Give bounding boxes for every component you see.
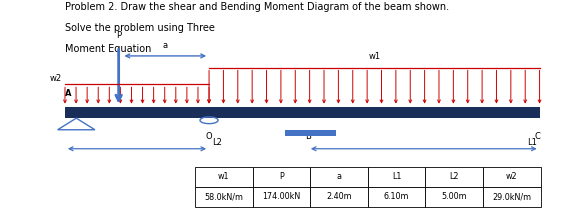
Bar bbox=[483, 187, 541, 207]
Bar bbox=[285, 130, 336, 136]
Bar bbox=[483, 167, 541, 187]
Text: 5.00m: 5.00m bbox=[441, 192, 467, 201]
Text: L2: L2 bbox=[450, 172, 459, 181]
Text: P: P bbox=[116, 31, 121, 40]
Bar bbox=[195, 167, 253, 187]
Text: L1: L1 bbox=[527, 138, 537, 147]
Text: P: P bbox=[279, 172, 284, 181]
Text: w2: w2 bbox=[506, 172, 518, 181]
Text: L1: L1 bbox=[392, 172, 401, 181]
Text: Solve the problem using Three: Solve the problem using Three bbox=[65, 23, 215, 33]
Text: 29.0kN/m: 29.0kN/m bbox=[492, 192, 532, 201]
Bar bbox=[310, 187, 368, 207]
Text: 58.0kN/m: 58.0kN/m bbox=[204, 192, 244, 201]
Bar bbox=[253, 167, 310, 187]
Bar bbox=[368, 187, 425, 207]
Bar bbox=[65, 107, 540, 118]
Text: a: a bbox=[163, 41, 168, 50]
Bar bbox=[310, 167, 368, 187]
Bar bbox=[425, 167, 483, 187]
Text: a: a bbox=[337, 172, 341, 181]
Text: 174.00kN: 174.00kN bbox=[262, 192, 301, 201]
Text: Moment Equation: Moment Equation bbox=[65, 44, 151, 54]
Bar bbox=[425, 187, 483, 207]
Text: O: O bbox=[206, 132, 212, 141]
Text: L2: L2 bbox=[212, 138, 221, 147]
Text: w1: w1 bbox=[218, 172, 229, 181]
Text: A: A bbox=[64, 89, 71, 98]
Text: 6.10m: 6.10m bbox=[384, 192, 410, 201]
Bar bbox=[368, 167, 425, 187]
Bar bbox=[253, 187, 310, 207]
Text: Problem 2. Draw the shear and Bending Moment Diagram of the beam shown.: Problem 2. Draw the shear and Bending Mo… bbox=[65, 2, 449, 12]
Bar bbox=[195, 187, 253, 207]
Text: 2.40m: 2.40m bbox=[326, 192, 352, 201]
Text: C: C bbox=[535, 132, 541, 141]
Text: w1: w1 bbox=[368, 52, 380, 61]
Text: B: B bbox=[305, 132, 311, 141]
Text: w2: w2 bbox=[50, 74, 62, 83]
